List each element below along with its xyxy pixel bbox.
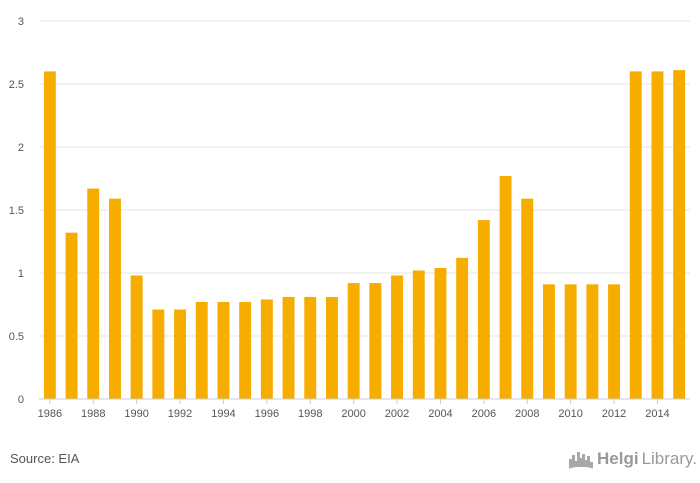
x-tick-label: 1988 [81,408,105,420]
bar-2014 [651,71,664,400]
x-tick-label: 2000 [341,408,365,420]
bar-1995 [239,301,252,399]
x-tick-label: 1996 [255,408,279,420]
x-tick-label: 1998 [298,408,322,420]
bar-1992 [174,309,187,399]
x-tick-label: 1986 [38,408,62,420]
x-tick-label: 1992 [168,408,192,420]
y-tick-label: 0 [18,394,24,406]
x-tick-label: 2012 [602,408,626,420]
bar-2006 [477,220,490,399]
brand-name: Helgi [597,449,639,468]
bar-2009 [542,284,555,399]
bars [43,70,686,400]
bar-1987 [65,232,78,399]
bar-1989 [108,198,121,399]
bar-2011 [586,284,599,399]
bar-2012 [608,284,621,399]
bar-2015 [673,70,686,399]
bar-2005 [456,257,469,399]
city-skyline-icon [568,452,594,469]
x-tick-label: 2014 [645,408,669,420]
bar-2010 [564,284,577,399]
x-tick-label: 2010 [558,408,582,420]
grid-lines [39,20,690,337]
bar-1993 [195,301,208,399]
x-axis-ticks: 1986 1988 1990 1992 1994 1996 1998 2000 2002 2004… [38,399,670,420]
x-tick-label: 2008 [515,408,539,420]
y-tick-label: 1 [18,268,24,280]
y-tick-label: 2 [18,142,24,154]
bar-1998 [304,296,317,399]
x-tick-label: 2006 [472,408,496,420]
bar-1988 [87,188,100,399]
bar-1990 [130,275,143,399]
bar-2002 [391,275,404,399]
bar-2000 [347,283,360,399]
brand-suffix: Library. [641,449,697,468]
y-tick-label: 2.5 [9,79,24,91]
helgi-library-logo: Helgi Library. [568,449,697,469]
bar-1994 [217,301,230,399]
bar-1996 [260,299,273,399]
x-tick-label: 2004 [428,408,452,420]
bar-1986 [43,71,56,400]
bar-2008 [521,198,534,399]
y-tick-label: 1.5 [9,205,24,217]
x-tick-label: 1994 [211,408,235,420]
bar-2007 [499,175,512,399]
y-axis-ticks: 0 0.5 1 1.5 2 2.5 3 [9,16,24,406]
bar-1999 [325,296,338,399]
x-tick-label: 1990 [124,408,148,420]
source-note: Source: EIA [10,451,80,466]
bar-2003 [412,270,425,399]
bar-2013 [629,71,642,400]
y-tick-label: 3 [18,16,24,28]
bar-1991 [152,309,165,399]
bar-2004 [434,267,447,399]
y-tick-label: 0.5 [9,331,24,343]
x-tick-label: 2002 [385,408,409,420]
bar-2001 [369,283,382,399]
bar-1997 [282,296,295,399]
